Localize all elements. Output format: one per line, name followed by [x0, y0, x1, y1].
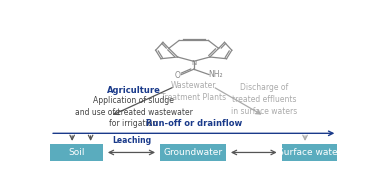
Text: Leaching: Leaching	[112, 136, 151, 145]
FancyBboxPatch shape	[160, 144, 226, 161]
Text: Surface water: Surface water	[278, 148, 341, 157]
Text: Application of sludge
and use of treated wastewater
for irrigation: Application of sludge and use of treated…	[75, 96, 193, 128]
Text: Run-off or drainflow: Run-off or drainflow	[146, 119, 242, 128]
Text: Discharge of
treated effluents
in surface waters: Discharge of treated effluents in surfac…	[231, 83, 297, 116]
Text: Groundwater: Groundwater	[163, 148, 223, 157]
FancyBboxPatch shape	[50, 144, 103, 161]
Text: Wastewater
Treatment Plants: Wastewater Treatment Plants	[161, 82, 226, 102]
Text: N: N	[191, 60, 196, 66]
Text: O: O	[175, 71, 181, 80]
Text: Soil: Soil	[68, 148, 85, 157]
Text: NH₂: NH₂	[209, 70, 223, 79]
FancyBboxPatch shape	[282, 144, 337, 161]
Text: Agriculture: Agriculture	[107, 86, 161, 95]
